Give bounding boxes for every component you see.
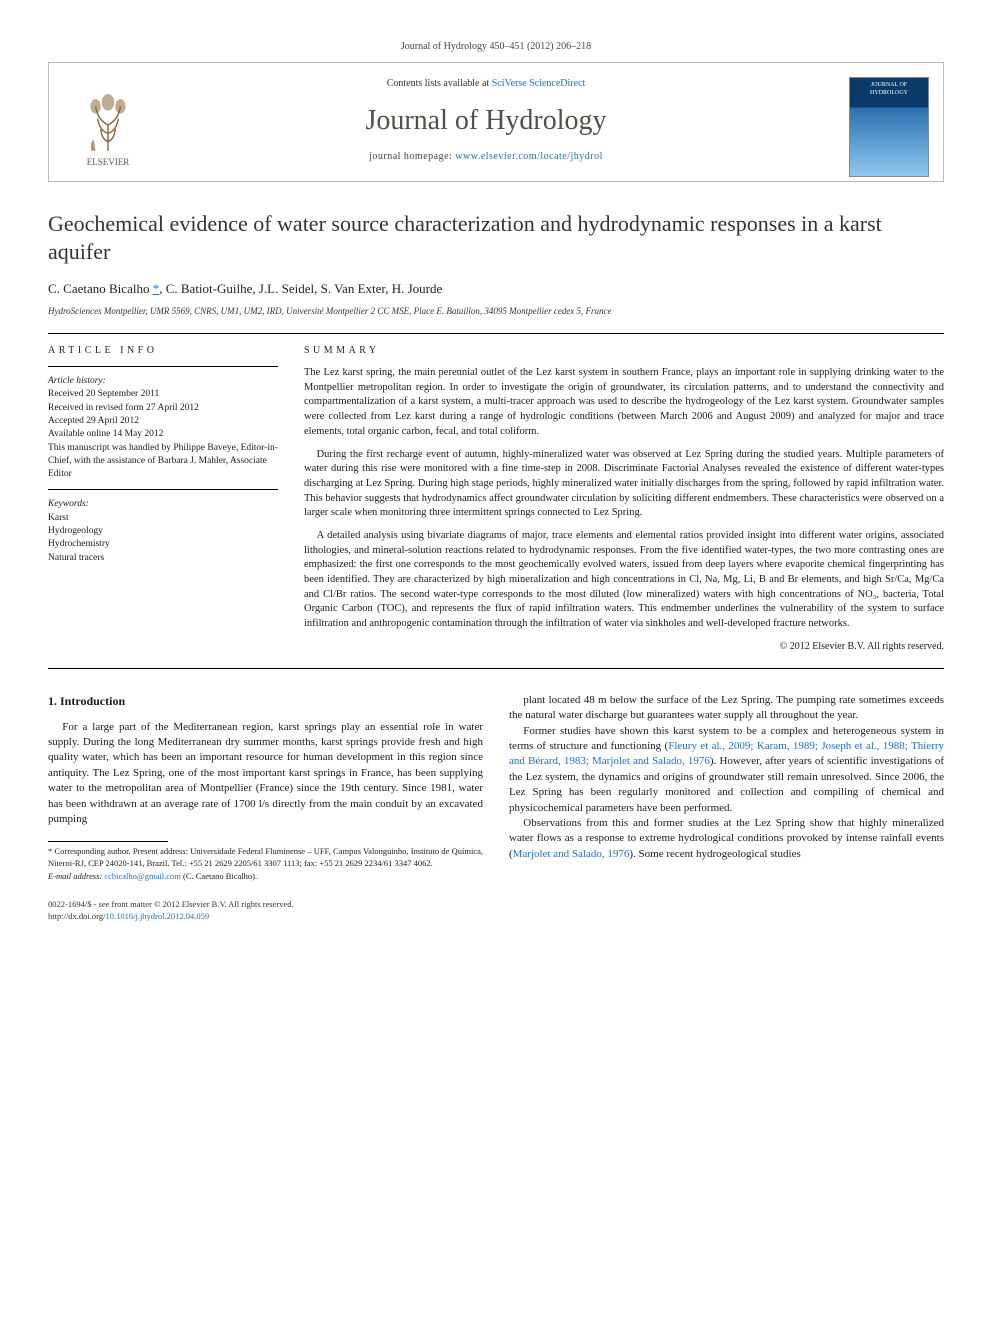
keyword: Hydrogeology [48,525,278,538]
article-info-block: article info Article history: Received 2… [48,344,278,654]
doi-link[interactable]: 10.1016/j.jhydrol.2012.04.059 [105,911,209,921]
summary-paragraph: A detailed analysis using bivariate diag… [304,529,944,632]
author-affiliation: HydroSciences Montpellier, UMR 5569, CNR… [48,305,944,318]
summary-heading: summary [304,344,944,358]
copyright-line: © 2012 Elsevier B.V. All rights reserved… [304,640,944,654]
history-line: Received 20 September 2011 [48,388,278,401]
history-line: This manuscript was handled by Philippe … [48,442,278,482]
publisher-logo: ELSEVIER [63,77,153,169]
front-matter-line: 0022-1694/$ - see front matter © 2012 El… [48,899,294,911]
article-info-heading: article info [48,344,278,358]
summary-paragraph: The Lez karst spring, the main perennial… [304,366,944,439]
footnote-rule [48,841,168,842]
author-list: C. Caetano Bicalho *, C. Batiot-Guilhe, … [48,280,944,298]
journal-cover-thumbnail: JOURNAL OF HYDROLOGY [849,77,929,177]
keyword: Hydrochemistry [48,538,278,551]
article-body: 1. Introduction For a large part of the … [48,693,944,885]
summary-paragraph: During the first recharge event of autum… [304,448,944,521]
doi-line: http://dx.doi.org/10.1016/j.jhydrol.2012… [48,911,294,923]
journal-name: Journal of Hydrology [169,101,803,140]
journal-homepage-link[interactable]: www.elsevier.com/locate/jhydrol [455,151,603,162]
body-paragraph: Observations from this and former studie… [509,816,944,862]
corresponding-author-footnote: * Corresponding author. Present address:… [48,846,483,869]
summary-block: summary The Lez karst spring, the main p… [304,344,944,654]
email-footnote: E-mail address: ccbicalho@gmail.com (C. … [48,871,483,882]
history-line: Accepted 29 April 2012 [48,415,278,428]
section-heading: 1. Introduction [48,693,483,710]
author-email-link[interactable]: ccbicalho@gmail.com [104,871,181,881]
footnotes-block: * Corresponding author. Present address:… [48,846,483,882]
contents-available-line: Contents lists available at SciVerse Sci… [169,77,803,91]
article-history-label: Article history: [48,375,278,388]
keyword: Natural tracers [48,552,278,565]
page-footer: 0022-1694/$ - see front matter © 2012 El… [48,899,944,923]
elsevier-tree-icon [77,94,139,156]
history-line: Available online 14 May 2012 [48,428,278,441]
article-title: Geochemical evidence of water source cha… [48,210,944,266]
body-paragraph: plant located 48 m below the surface of … [509,693,944,724]
sciencedirect-link[interactable]: SciVerse ScienceDirect [492,78,586,89]
body-paragraph: For a large part of the Mediterranean re… [48,720,483,828]
citation-link[interactable]: Marjolet and Salado, 1976 [513,848,630,860]
keywords-label: Keywords: [48,498,278,511]
keyword: Karst [48,512,278,525]
running-head: Journal of Hydrology 450–451 (2012) 206–… [48,40,944,54]
body-paragraph: Former studies have shown this karst sys… [509,724,944,816]
journal-homepage-line: journal homepage: www.elsevier.com/locat… [169,150,803,164]
publisher-name: ELSEVIER [87,156,130,169]
journal-masthead: ELSEVIER JOURNAL OF HYDROLOGY Contents l… [48,62,944,182]
history-line: Received in revised form 27 April 2012 [48,402,278,415]
